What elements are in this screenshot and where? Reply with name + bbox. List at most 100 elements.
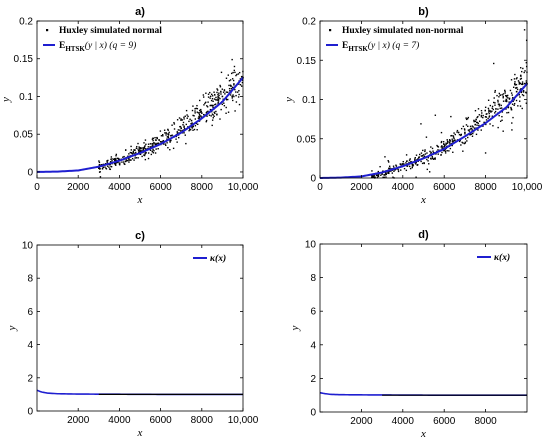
scatter-point [98, 161, 101, 164]
scatter-point [443, 149, 446, 152]
x-tick-label: 8000 [191, 415, 214, 426]
scatter-point [446, 139, 448, 141]
scatter-point [446, 140, 449, 143]
scatter-point [408, 159, 411, 161]
scatter-point [181, 119, 184, 121]
scatter-point [516, 86, 518, 89]
scatter-point [147, 157, 150, 160]
scatter-point [231, 58, 233, 61]
scatter-point [233, 83, 235, 85]
scatter-point [429, 150, 431, 153]
scatter-point [519, 105, 522, 107]
scatter-point [186, 117, 188, 119]
scatter-point [411, 166, 413, 169]
scatter-point [115, 159, 117, 161]
scatter-point [139, 147, 141, 149]
scatter-point [465, 118, 468, 121]
scatter-point [206, 111, 208, 113]
scatter-point [451, 138, 453, 140]
data-point [149, 146, 152, 148]
y-tick-label: 4 [27, 340, 33, 351]
scatter-point [452, 140, 454, 143]
scatter-point [147, 146, 149, 148]
data-point [190, 119, 193, 122]
scatter-point [453, 132, 455, 134]
scatter-point [225, 77, 228, 79]
scatter-point [474, 109, 477, 112]
x-tick-label: 6000 [433, 182, 456, 193]
scatter-point [217, 93, 219, 96]
scatter-point [499, 120, 502, 122]
scatter-point [520, 91, 523, 94]
scatter-point [373, 176, 375, 178]
scatter-point [198, 116, 201, 119]
data-point [170, 134, 172, 137]
scatter-point [474, 120, 476, 123]
scatter-point [469, 125, 472, 128]
scatter-point [111, 160, 113, 162]
scatter-point [420, 155, 423, 157]
scatter-point [501, 111, 504, 113]
scatter-point [217, 98, 220, 101]
scatter-point [401, 163, 403, 165]
scatter-point [175, 135, 178, 138]
scatter-point [462, 142, 464, 144]
scatter-point [451, 144, 453, 147]
scatter-point [521, 82, 524, 85]
scatter-point [194, 125, 197, 127]
scatter-point [166, 142, 168, 144]
scatter-point [218, 92, 220, 94]
scatter-point [122, 156, 124, 158]
scatter-point [498, 96, 500, 98]
y-axis-label: y [0, 97, 12, 103]
scatter-point [449, 147, 452, 150]
scatter-point [140, 150, 143, 152]
scatter-point [137, 157, 139, 159]
scatter-point [402, 163, 405, 165]
scatter-point [452, 135, 454, 137]
scatter-point [169, 141, 171, 143]
scatter-point [233, 95, 235, 98]
scatter-series [98, 58, 244, 178]
x-tick-label: 4000 [392, 182, 415, 193]
scatter-point [414, 159, 416, 161]
scatter-point [514, 83, 516, 86]
scatter-point [416, 164, 418, 166]
scatter-point [231, 97, 233, 99]
x-tick-label: 2000 [67, 415, 90, 426]
scatter-point [384, 156, 386, 158]
scatter-point [176, 119, 179, 121]
scatter-point [416, 159, 418, 161]
scatter-point [440, 154, 442, 156]
scatter-point [408, 161, 410, 164]
x-tick-label: 10,000 [228, 182, 259, 193]
scatter-point [206, 105, 208, 107]
scatter-point [219, 86, 222, 88]
scatter-point [444, 144, 446, 146]
scatter-point [427, 156, 430, 159]
scatter-point [211, 93, 213, 96]
scatter-point [421, 155, 424, 157]
scatter-point [104, 166, 106, 168]
scatter-point [209, 91, 211, 94]
scatter-point [423, 154, 425, 156]
data-point [221, 95, 224, 98]
scatter-point [152, 142, 154, 145]
scatter-point [430, 146, 432, 148]
scatter-point [166, 136, 169, 138]
scatter-point [489, 110, 492, 112]
scatter-point [393, 167, 395, 169]
scatter-point [222, 91, 225, 93]
scatter-point [211, 95, 214, 97]
scatter-point [144, 139, 147, 141]
series-line [36, 389, 243, 396]
scatter-point [233, 65, 236, 68]
scatter-point [462, 125, 465, 128]
scatter-point [427, 160, 429, 162]
scatter-point [191, 126, 193, 128]
scatter-point [165, 134, 167, 136]
scatter-point [502, 97, 504, 99]
scatter-point [499, 107, 501, 110]
scatter-point [232, 99, 234, 102]
scatter-point [154, 152, 157, 154]
